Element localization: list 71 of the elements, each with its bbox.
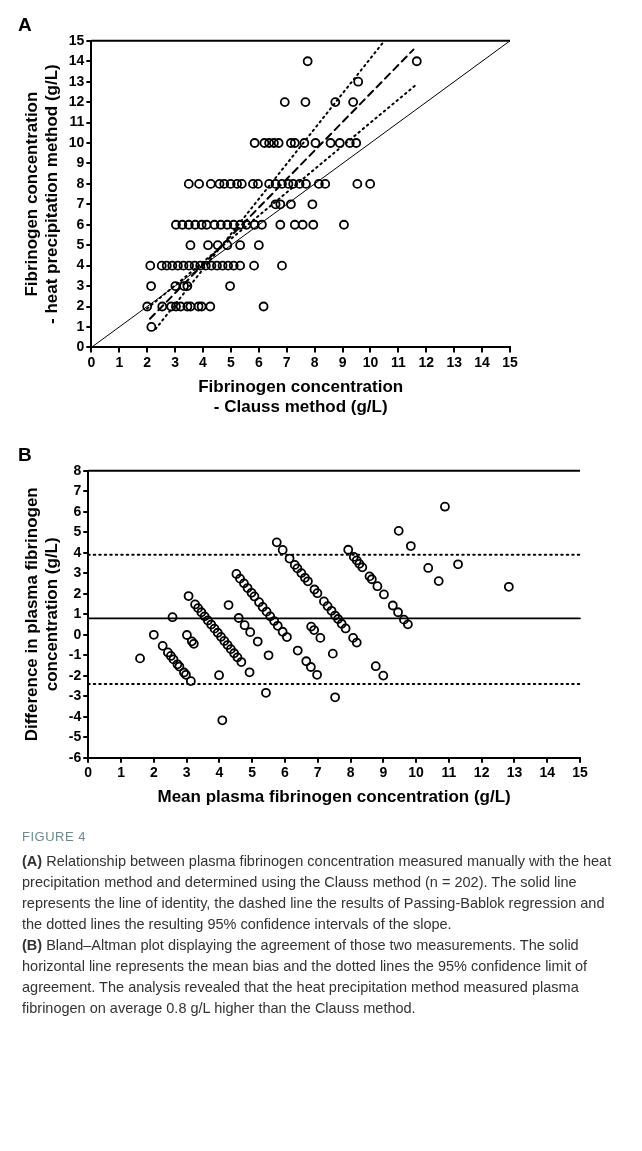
y-tick-label: 4	[76, 256, 85, 273]
x-tick-label: 14	[474, 353, 491, 370]
x-tick-label: 14	[539, 764, 556, 781]
text: (B) Bland–Altman plot displaying the agreement of those two measurements. The solid horizontal line represents the mean bias and the dotted lines the 95% confidence limit of agreement. The analysis revealed that the heat precipitation method measured plasma fibrinogen on average 0.8 g/L higher than the Clauss method.	[22, 935, 589, 1018]
y-tick-label: 5	[76, 236, 85, 253]
x-tick-label: 8	[310, 353, 319, 370]
y-tick-label: 10	[68, 133, 85, 150]
x-tick-label: 8	[346, 764, 355, 781]
y-tick-label: -4	[68, 707, 82, 724]
y-tick-label: -1	[68, 646, 82, 663]
x-tick-label: 9	[338, 353, 347, 370]
x-tick-label: 10	[362, 353, 379, 370]
x-tick-label: 11	[390, 353, 406, 370]
y-tick-label: 5	[73, 523, 82, 540]
chart-title: B	[18, 443, 32, 465]
x-tick-label: 11	[441, 764, 457, 781]
x-tick-label: 9	[379, 764, 388, 781]
x-tick-label: 10	[408, 764, 425, 781]
y-tick-label: 7	[76, 195, 85, 212]
x-tick-label: 13	[506, 764, 523, 781]
y-tick-label: 1	[76, 317, 85, 334]
y-tick-label: 7	[73, 482, 82, 499]
y-tick-label: 1	[73, 605, 82, 622]
x-tick-label: 7	[282, 353, 291, 370]
x-axis-title: Fibrinogen concentration - Clauss method (g/L)	[198, 377, 404, 417]
x-tick-label: 7	[313, 764, 322, 781]
y-tick-label: 4	[73, 543, 82, 560]
y-tick-label: -6	[68, 748, 82, 765]
x-tick-label: 12	[473, 764, 490, 781]
y-tick-label: 3	[73, 564, 82, 581]
y-tick-label: 12	[68, 92, 85, 109]
x-tick-label: 15	[572, 764, 588, 781]
y-tick-label: 2	[73, 584, 82, 601]
y-tick-label: 8	[73, 461, 82, 478]
x-tick-label: 1	[117, 764, 126, 781]
x-tick-label: 12	[418, 353, 435, 370]
caption: FIGURE 4	[22, 828, 87, 846]
x-tick-label: 2	[143, 353, 152, 370]
y-tick-label: 3	[76, 276, 85, 293]
y-tick-label: 8	[76, 174, 85, 191]
x-tick-label: 4	[199, 353, 208, 370]
y-tick-label: 0	[73, 625, 82, 642]
y-tick-label: 0	[76, 338, 85, 355]
y-tick-label: 13	[68, 72, 85, 89]
x-tick-label: 6	[254, 353, 263, 370]
y-tick-label: 2	[76, 297, 85, 314]
x-tick-label: 3	[182, 764, 191, 781]
x-axis-title: Mean plasma fibrinogen concentration (g/L)	[157, 787, 511, 807]
x-tick-label: 15	[502, 353, 518, 370]
chart-title: A	[18, 13, 32, 35]
x-tick-label: 4	[215, 764, 224, 781]
y-axis-title: Difference in plasma fibrinogen concentration (g/L)	[21, 487, 62, 742]
y-tick-label: 6	[73, 502, 82, 519]
y-axis-title: Fibrinogen concentration - heat precipitation method (g/L)	[21, 64, 62, 324]
text: (A) Relationship between plasma fibrinogen concentration measured manually with the heat precipitation method and determined using the Clauss method (n = 202). The solid line represents the line of identity, the dashed line the results of Passing-Bablok regression and the dotted lines the resulting 95% confidence intervals of the slope.	[22, 851, 613, 934]
x-tick-label: 5	[227, 353, 236, 370]
x-tick-label: 1	[115, 353, 124, 370]
y-tick-label: 11	[69, 113, 85, 130]
y-tick-label: 14	[68, 52, 85, 69]
x-tick-label: 0	[87, 353, 96, 370]
x-tick-label: 5	[248, 764, 257, 781]
x-tick-label: 13	[446, 353, 463, 370]
y-tick-label: -2	[68, 666, 82, 683]
x-tick-label: 6	[281, 764, 290, 781]
y-tick-label: 9	[76, 154, 85, 171]
y-tick-label: -3	[68, 687, 82, 704]
y-tick-label: 6	[76, 215, 85, 232]
x-tick-label: 3	[171, 353, 180, 370]
y-tick-label: 15	[68, 31, 85, 48]
x-tick-label: 2	[149, 764, 158, 781]
y-tick-label: -5	[68, 728, 82, 745]
